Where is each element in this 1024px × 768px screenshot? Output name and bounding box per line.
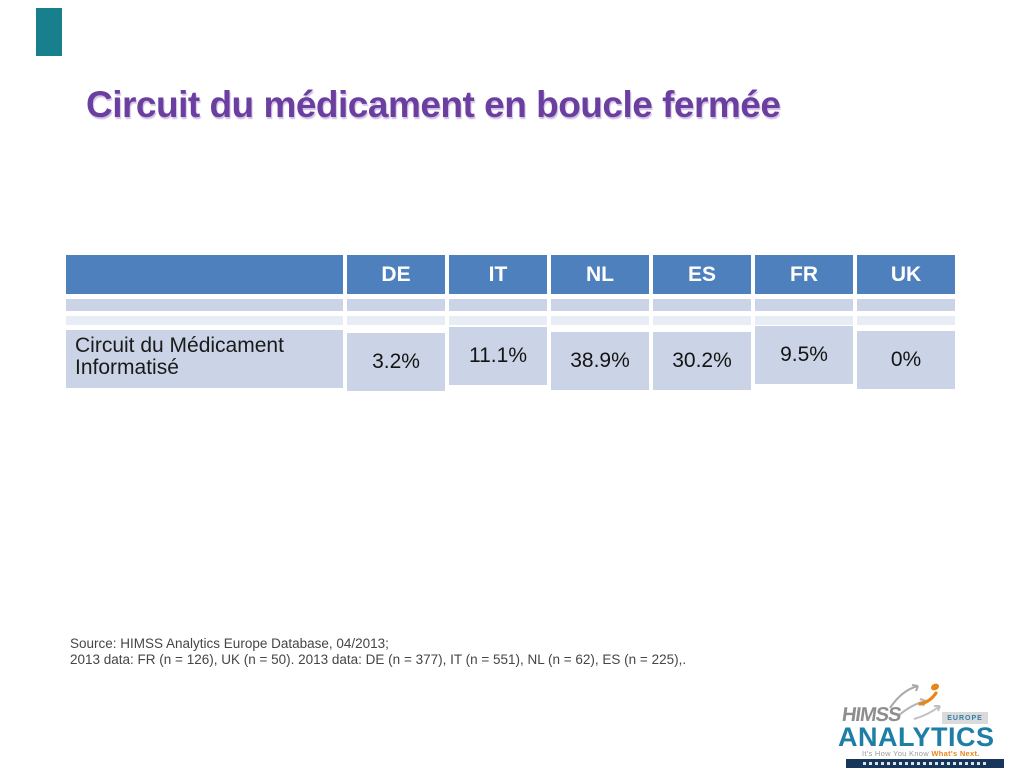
spacer-row-cell	[653, 316, 751, 325]
slide-title: Circuit du médicament en boucle fermée	[86, 84, 781, 125]
dynamic-figure-icon	[889, 683, 941, 720]
table-value-fr: 9.5%	[755, 326, 853, 384]
table-header-it: IT	[449, 255, 547, 294]
spacer-row-cell	[551, 299, 649, 311]
spacer-row-cell	[449, 316, 547, 325]
spacer-row-cell	[347, 316, 445, 325]
spacer-row-cell	[551, 316, 649, 325]
himss-analytics-logo: HIMSS EUROPE ANALYTICS It's How You Know…	[836, 678, 1014, 768]
table-header-nl: NL	[551, 255, 649, 294]
template-corner-mark	[36, 8, 62, 56]
brand-bar	[846, 759, 1004, 768]
table-value-de: 3.2%	[347, 333, 445, 391]
data-table: DE IT NL ES FR UK Circuit du Médicament …	[66, 255, 955, 391]
brand-bar-fineprint	[863, 762, 987, 765]
table-header-es: ES	[653, 255, 751, 294]
table-value-nl: 38.9%	[551, 332, 649, 390]
table-value-es: 30.2%	[653, 332, 751, 390]
table-value-it: 11.1%	[449, 327, 547, 385]
table-header-empty	[66, 255, 343, 294]
spacer-row-cell	[653, 299, 751, 311]
table-value-uk: 0%	[857, 331, 955, 389]
source-note: Source: HIMSS Analytics Europe Database,…	[70, 636, 790, 668]
source-line-2: 2013 data: FR (n = 126), UK (n = 50). 20…	[70, 652, 687, 667]
spacer-row-cell	[857, 316, 955, 325]
spacer-row-cell	[755, 299, 853, 311]
source-line-1: Source: HIMSS Analytics Europe Database,…	[70, 636, 389, 651]
spacer-row-cell	[755, 316, 853, 325]
spacer-row-cell	[66, 299, 343, 311]
table-header-fr: FR	[755, 255, 853, 294]
spacer-row-cell	[347, 299, 445, 311]
table-header-de: DE	[347, 255, 445, 294]
table-row-label: Circuit du Médicament Informatisé	[66, 330, 343, 388]
spacer-row-cell	[449, 299, 547, 311]
tagline-orange: What's Next.	[931, 749, 980, 758]
spacer-row-cell	[857, 299, 955, 311]
spacer-row-cell	[66, 316, 343, 325]
tagline-grey: It's How You Know	[862, 749, 932, 758]
logo-tagline: It's How You Know What's Next.	[862, 749, 980, 758]
table-header-uk: UK	[857, 255, 955, 294]
analytics-wordmark: ANALYTICS	[838, 722, 995, 752]
europe-badge: EUROPE	[942, 712, 988, 724]
